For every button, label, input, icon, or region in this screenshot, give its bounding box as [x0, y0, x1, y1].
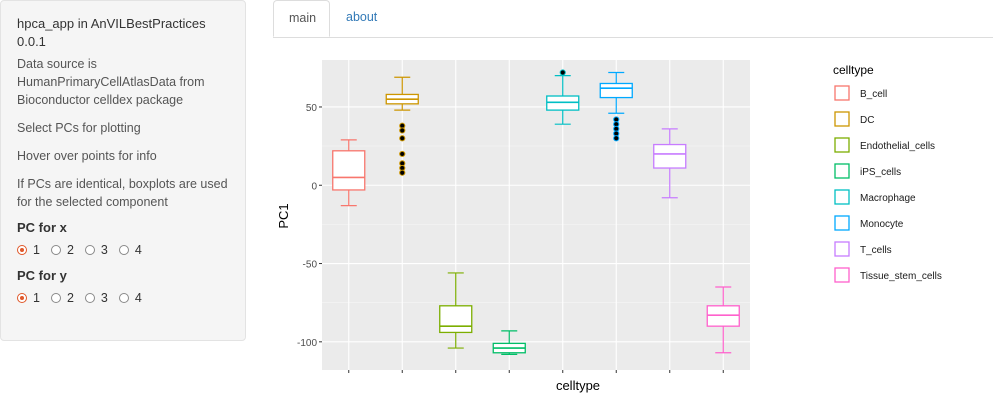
radio-icon — [84, 245, 95, 255]
radio-icon — [118, 293, 129, 303]
box-tissue-stem-cells[interactable] — [706, 286, 740, 354]
legend-title: celltype — [833, 63, 874, 77]
boxplot-chart[interactable]: 50 0 -50 -100 celltype PC1 celltype B_cell DC… — [270, 50, 993, 410]
pc-x-option-3[interactable]: 3 — [84, 243, 108, 257]
outlier-point[interactable] — [399, 127, 406, 134]
legend-item-endothelial-cells: Endothelial_cells — [834, 137, 935, 153]
data-source-line-2: HumanPrimaryCellAtlasData from — [17, 75, 205, 89]
pc-x-option-4[interactable]: 4 — [118, 243, 142, 257]
legend-item-monocyte: Monocyte — [834, 215, 904, 231]
pc-y-radio-group: 1 2 3 4 — [17, 291, 229, 305]
legend-label: Monocyte — [860, 219, 904, 230]
tab-bar: main about — [273, 0, 993, 38]
box-ips-cells[interactable] — [492, 330, 526, 355]
legend-item-tissue-stem-cells: Tissue_stem_cells — [834, 267, 942, 283]
radio-icon — [118, 245, 129, 255]
legend-label: Tissue_stem_cells — [860, 271, 942, 282]
box-body — [439, 305, 473, 334]
legend-key — [834, 163, 850, 179]
legend-key — [834, 111, 850, 127]
legend: celltype B_cell DC Endothelial_cells iPS_cel… — [833, 63, 942, 283]
legend-key — [834, 137, 850, 153]
legend-key — [834, 189, 850, 205]
legend-label: iPS_cells — [860, 167, 901, 178]
legend-label: Endothelial_cells — [860, 141, 935, 152]
radio-icon — [84, 293, 95, 303]
legend-label: B_cell — [860, 89, 887, 100]
legend-item-ips-cells: iPS_cells — [834, 163, 901, 179]
legend-key — [834, 215, 850, 231]
pc-y-label: PC for y — [17, 268, 67, 283]
legend-item-macrophage: Macrophage — [834, 189, 916, 205]
y-tick-label: -100 — [297, 338, 317, 349]
box-macrophage[interactable] — [546, 69, 580, 125]
y-tick-label: 50 — [306, 103, 318, 114]
x-axis-label: celltype — [556, 378, 600, 393]
app-version: 0.0.1 — [17, 34, 46, 49]
pc-x-label: PC for x — [17, 220, 67, 235]
select-pcs-text: Select PCs for plotting — [17, 121, 141, 135]
radio-icon — [50, 293, 61, 303]
outlier-point[interactable] — [399, 135, 406, 142]
outlier-point[interactable] — [399, 169, 406, 176]
x-axis — [348, 370, 724, 373]
identical-pcs-line-2: for the selected component — [17, 195, 168, 209]
identical-pcs-line-1: If PCs are identical, boxplots are used — [17, 177, 228, 191]
outlier-point[interactable] — [559, 69, 566, 76]
legend-item-b-cell: B_cell — [834, 85, 887, 101]
radio-icon — [17, 293, 27, 303]
box-endothelial-cells[interactable] — [439, 272, 473, 349]
y-axis: 50 0 -50 -100 — [297, 103, 322, 349]
box-body — [599, 82, 633, 99]
outlier-point[interactable] — [399, 150, 406, 158]
legend-label: T_cells — [860, 245, 892, 256]
pc-x-option-1[interactable]: 1 — [17, 243, 40, 257]
outlier-point[interactable] — [613, 135, 620, 142]
legend-key — [834, 241, 850, 257]
data-source-line-1: Data source is — [17, 57, 97, 71]
radio-icon — [50, 245, 61, 255]
box-body — [332, 150, 366, 191]
box-t-cells[interactable] — [653, 128, 687, 199]
box-dc[interactable] — [385, 76, 419, 176]
legend-label: DC — [860, 115, 874, 126]
radio-icon — [17, 245, 27, 255]
tab-main[interactable]: main — [273, 0, 330, 37]
legend-item-dc: DC — [834, 111, 874, 127]
y-tick-label: 0 — [311, 181, 317, 192]
y-axis-label: PC1 — [276, 203, 291, 228]
y-tick-label: -50 — [303, 260, 318, 271]
pc-y-option-1[interactable]: 1 — [17, 291, 40, 305]
box-monocyte[interactable] — [599, 71, 633, 142]
pc-x-option-2[interactable]: 2 — [50, 243, 74, 257]
pc-y-option-3[interactable]: 3 — [84, 291, 108, 305]
box-series — [332, 69, 740, 355]
plot-panel — [322, 60, 750, 370]
hover-info-text: Hover over points for info — [17, 149, 157, 163]
data-source-line-3: Bioconductor celldex package — [17, 93, 184, 107]
pc-y-option-4[interactable]: 4 — [118, 291, 142, 305]
pc-y-option-2[interactable]: 2 — [50, 291, 74, 305]
legend-label: Macrophage — [860, 193, 916, 204]
pc-x-radio-group: 1 2 3 4 — [17, 243, 229, 257]
tab-about[interactable]: about — [346, 10, 378, 24]
legend-item-t-cells: T_cells — [834, 241, 892, 257]
app-title: hpca_app in AnVILBestPractices — [17, 16, 206, 31]
legend-key — [834, 85, 850, 101]
box-body — [653, 143, 687, 169]
box-b-cell[interactable] — [332, 139, 366, 207]
legend-key — [834, 267, 850, 283]
sidebar-panel: hpca_app in AnVILBestPractices 0.0.1 Dat… — [0, 0, 246, 341]
